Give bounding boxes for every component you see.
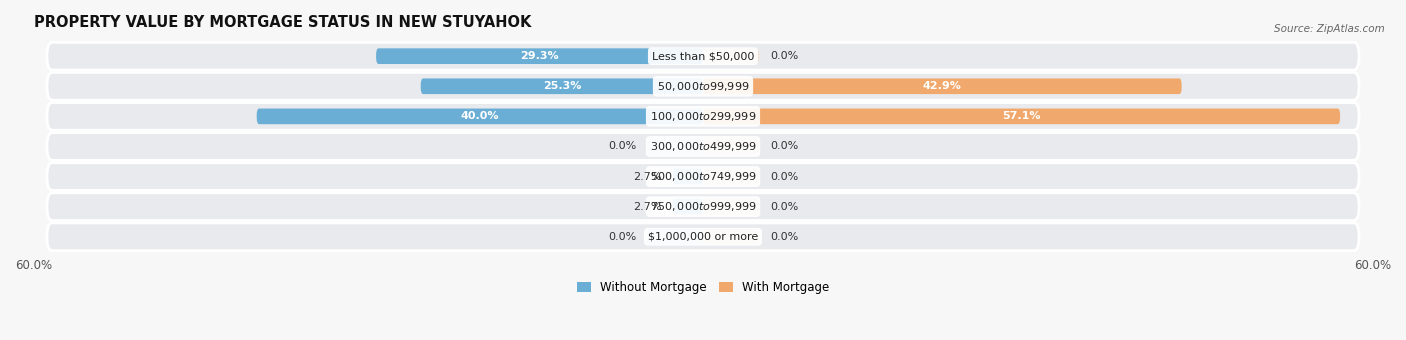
- FancyBboxPatch shape: [673, 199, 703, 215]
- FancyBboxPatch shape: [46, 163, 1360, 190]
- FancyBboxPatch shape: [647, 139, 703, 154]
- Text: Source: ZipAtlas.com: Source: ZipAtlas.com: [1274, 24, 1385, 34]
- FancyBboxPatch shape: [647, 229, 703, 244]
- Text: 0.0%: 0.0%: [770, 172, 799, 182]
- Text: 42.9%: 42.9%: [922, 81, 962, 91]
- Text: Less than $50,000: Less than $50,000: [652, 51, 754, 61]
- FancyBboxPatch shape: [703, 108, 1340, 124]
- FancyBboxPatch shape: [703, 139, 759, 154]
- FancyBboxPatch shape: [46, 193, 1360, 221]
- FancyBboxPatch shape: [46, 133, 1360, 160]
- Text: $100,000 to $299,999: $100,000 to $299,999: [650, 110, 756, 123]
- FancyBboxPatch shape: [420, 79, 703, 94]
- Text: 29.3%: 29.3%: [520, 51, 558, 61]
- FancyBboxPatch shape: [703, 229, 759, 244]
- Text: 2.7%: 2.7%: [633, 202, 662, 211]
- Text: $1,000,000 or more: $1,000,000 or more: [648, 232, 758, 242]
- Text: 0.0%: 0.0%: [770, 202, 799, 211]
- Text: 0.0%: 0.0%: [607, 232, 636, 242]
- Text: $300,000 to $499,999: $300,000 to $499,999: [650, 140, 756, 153]
- FancyBboxPatch shape: [703, 48, 759, 64]
- Text: 25.3%: 25.3%: [543, 81, 581, 91]
- FancyBboxPatch shape: [257, 108, 703, 124]
- Text: PROPERTY VALUE BY MORTGAGE STATUS IN NEW STUYAHOK: PROPERTY VALUE BY MORTGAGE STATUS IN NEW…: [34, 15, 531, 30]
- FancyBboxPatch shape: [46, 72, 1360, 100]
- FancyBboxPatch shape: [46, 223, 1360, 251]
- FancyBboxPatch shape: [46, 103, 1360, 130]
- FancyBboxPatch shape: [46, 42, 1360, 70]
- Text: 0.0%: 0.0%: [770, 141, 799, 151]
- Text: $500,000 to $749,999: $500,000 to $749,999: [650, 170, 756, 183]
- Legend: Without Mortgage, With Mortgage: Without Mortgage, With Mortgage: [572, 276, 834, 299]
- Text: 2.7%: 2.7%: [633, 172, 662, 182]
- Text: 57.1%: 57.1%: [1002, 112, 1040, 121]
- Text: 0.0%: 0.0%: [770, 51, 799, 61]
- FancyBboxPatch shape: [673, 169, 703, 184]
- Text: $50,000 to $99,999: $50,000 to $99,999: [657, 80, 749, 93]
- FancyBboxPatch shape: [703, 79, 1181, 94]
- FancyBboxPatch shape: [703, 199, 759, 215]
- Text: 40.0%: 40.0%: [461, 112, 499, 121]
- Text: $750,000 to $999,999: $750,000 to $999,999: [650, 200, 756, 213]
- FancyBboxPatch shape: [703, 169, 759, 184]
- Text: 0.0%: 0.0%: [607, 141, 636, 151]
- FancyBboxPatch shape: [375, 48, 703, 64]
- Text: 0.0%: 0.0%: [770, 232, 799, 242]
